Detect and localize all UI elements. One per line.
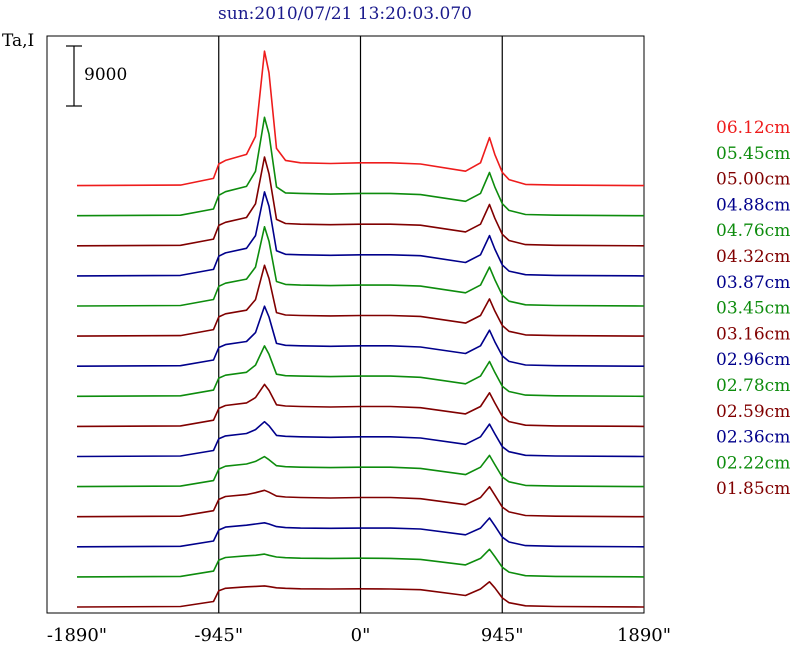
trace-02.36cm bbox=[76, 517, 645, 548]
trace-02.96cm bbox=[76, 420, 645, 458]
x-tick-label: -945" bbox=[194, 625, 243, 646]
trace-02.78cm bbox=[76, 454, 645, 488]
legend-item: 02.36cm bbox=[716, 428, 790, 448]
x-tick-labels: -1890" -945" 0" 945" 1890" bbox=[47, 625, 671, 646]
legend-item: 05.00cm bbox=[716, 170, 790, 190]
legend-item: 04.32cm bbox=[716, 247, 790, 267]
legend-item: 05.45cm bbox=[716, 144, 790, 164]
legend-item: 02.59cm bbox=[716, 402, 790, 422]
trace-06.12cm bbox=[76, 50, 645, 187]
trace-02.59cm bbox=[76, 485, 645, 518]
legend-item: 03.16cm bbox=[716, 324, 790, 344]
trace-04.88cm bbox=[76, 191, 645, 277]
trace-05.45cm bbox=[76, 116, 645, 217]
legend-item: 03.45cm bbox=[716, 299, 790, 319]
legend-item: 02.22cm bbox=[716, 453, 790, 473]
trace-02.22cm bbox=[76, 548, 645, 578]
trace-03.45cm bbox=[76, 345, 645, 398]
legend: 06.12cm 05.45cm 05.00cm 04.88cm 04.76cm 04.32… bbox=[716, 118, 790, 499]
trace-04.32cm bbox=[76, 264, 645, 337]
x-tick-label: 0" bbox=[351, 625, 371, 646]
trace-05.00cm bbox=[76, 156, 645, 247]
legend-item: 02.78cm bbox=[716, 376, 790, 396]
vertical-reference-lines bbox=[218, 36, 503, 613]
legend-item: 06.12cm bbox=[716, 118, 790, 138]
trace-01.85cm bbox=[76, 581, 645, 608]
trace-03.16cm bbox=[76, 383, 645, 428]
legend-item: 01.85cm bbox=[716, 479, 790, 499]
y-axis-label: Ta,I bbox=[2, 31, 34, 51]
legend-item: 03.87cm bbox=[716, 273, 790, 293]
scale-bar-label: 9000 bbox=[84, 65, 127, 85]
trace-04.76cm bbox=[76, 226, 645, 307]
x-tick-label: 945" bbox=[481, 625, 524, 646]
x-tick-label: -1890" bbox=[47, 625, 107, 646]
x-tick-label: 1890" bbox=[617, 625, 671, 646]
scale-bar: 9000 bbox=[66, 45, 127, 107]
legend-item: 04.76cm bbox=[716, 221, 790, 241]
plot-frame bbox=[46, 35, 645, 614]
legend-item: 04.88cm bbox=[716, 195, 790, 215]
spectral-traces bbox=[76, 50, 645, 608]
chart-title: sun:2010/07/21 13:20:03.070 bbox=[218, 4, 472, 24]
trace-03.87cm bbox=[76, 305, 645, 367]
legend-item: 02.96cm bbox=[716, 350, 790, 370]
